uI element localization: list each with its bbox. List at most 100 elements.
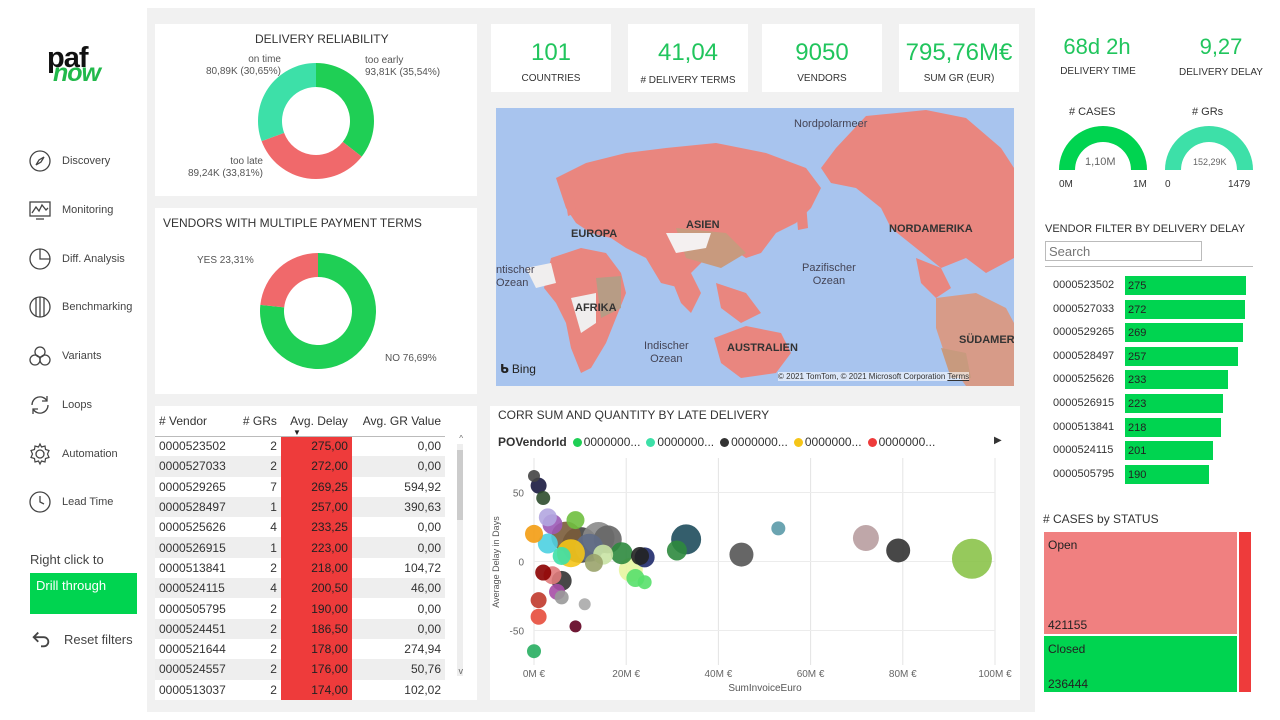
legend-item[interactable]: 0000000...: [792, 435, 862, 449]
table-row[interactable]: 0000524557 2 176,00 50,76: [155, 659, 445, 680]
scatter-card[interactable]: CORR SUM AND QUANTITY BY LATE DELIVERY P…: [490, 406, 1020, 700]
table-row[interactable]: 0000521644 2 178,00 274,94: [155, 638, 445, 660]
table-scrollbar[interactable]: [457, 444, 463, 676]
scatter-point[interactable]: [535, 564, 552, 581]
multi-payment-slice[interactable]: [260, 253, 376, 369]
vendor-bar-row[interactable]: 0000523502 275: [1053, 276, 1273, 296]
table-row[interactable]: 0000524451 2 186,50 0,00: [155, 618, 445, 639]
scatter-point[interactable]: [666, 540, 687, 561]
scatter-point[interactable]: [527, 644, 541, 659]
sidebar-item-discovery[interactable]: Discovery: [28, 146, 143, 176]
map-label-north-sea: Nordpolarmeer: [794, 118, 868, 130]
scatter-point[interactable]: [554, 590, 569, 605]
scatter-point[interactable]: [729, 542, 754, 567]
scatter-point[interactable]: [569, 620, 582, 633]
scatter-point[interactable]: [530, 592, 547, 609]
scatter-point[interactable]: [584, 553, 603, 572]
vendor-bar-id: 0000505795: [1053, 467, 1115, 480]
scatter-point[interactable]: [537, 533, 558, 554]
sidebar-item-variants[interactable]: Variants: [28, 341, 143, 371]
scatter-point[interactable]: [530, 608, 547, 625]
table-row[interactable]: 0000513037 2 174,00 102,02: [155, 679, 445, 700]
vendor-bar-row[interactable]: 0000526915 223: [1053, 394, 1273, 414]
delivery-reliability-card[interactable]: DELIVERY RELIABILITY on time 80,89K (30,6…: [155, 24, 477, 196]
legend-item[interactable]: 0000000...: [718, 435, 788, 449]
reset-filters-button[interactable]: Reset filters: [30, 626, 145, 652]
scatter-point[interactable]: [528, 469, 540, 482]
vendor-bar-row[interactable]: 0000524115 201: [1053, 441, 1273, 461]
sort-desc-icon[interactable]: ▼: [293, 428, 301, 437]
sidebar-item-monitoring[interactable]: Monitoring: [28, 195, 143, 225]
kpi-vendors[interactable]: 9050 VENDORS: [762, 24, 882, 92]
treemap-closed[interactable]: Closed 236444: [1044, 636, 1237, 692]
legend-item[interactable]: 0000000...: [866, 435, 935, 449]
scatter-point[interactable]: [538, 508, 557, 527]
scroll-up-icon[interactable]: ^: [459, 434, 463, 443]
treemap-open[interactable]: Open 421155: [1044, 532, 1237, 634]
multi-payment-slice[interactable]: [260, 253, 318, 308]
treemap-other[interactable]: [1239, 532, 1251, 692]
legend-item[interactable]: 0000000...: [644, 435, 714, 449]
scatter-point[interactable]: [566, 511, 585, 530]
cell-grs: 2: [235, 659, 281, 680]
delivery-reliability-slice[interactable]: [261, 132, 362, 179]
scatter-point[interactable]: [852, 525, 879, 552]
delivery-reliability-slice[interactable]: [316, 63, 374, 157]
kpi-sum-gr[interactable]: 795,76M€ SUM GR (EUR): [899, 24, 1019, 92]
scatter-point[interactable]: [771, 521, 786, 536]
vendor-bar-row[interactable]: 0000528497 257: [1053, 346, 1273, 367]
table-row[interactable]: 0000513841 2 218,00 104,72: [155, 557, 445, 579]
drill-through-button[interactable]: Drill through: [30, 573, 137, 614]
world-map[interactable]: Nordpolarmeer EUROPA ASIEN NORDAMERIKA P…: [496, 108, 1014, 386]
sidebar-item-diff-analysis[interactable]: Diff. Analysis: [28, 244, 143, 274]
scatter-point[interactable]: [552, 546, 571, 565]
table-scrollbar-thumb[interactable]: [457, 450, 463, 520]
vendor-bar-row[interactable]: 0000505795 190: [1053, 464, 1273, 485]
sidebar-item-benchmarking[interactable]: Benchmarking: [28, 292, 143, 322]
delivery-reliability-slice[interactable]: [258, 63, 316, 142]
col-header-avg-gr-value[interactable]: Avg. GR Value: [351, 406, 445, 437]
table-row[interactable]: 0000528497 1 257,00 390,63: [155, 496, 445, 518]
scatter-point[interactable]: [637, 575, 652, 590]
gauge-cases[interactable]: [1057, 122, 1149, 174]
scroll-down-icon[interactable]: v: [458, 666, 464, 676]
table-row[interactable]: 0000505795 2 190,00 0,00: [155, 598, 445, 619]
vendor-table[interactable]: # Vendor # GRs Avg. Delay Avg. GR Value …: [155, 406, 477, 700]
sidebar-item-automation[interactable]: Automation: [28, 439, 143, 469]
scatter-point[interactable]: [536, 491, 551, 506]
x-axis-label: SumInvoiceEuro: [728, 683, 802, 694]
table-row[interactable]: 0000529265 7 269,25 594,92: [155, 476, 445, 497]
table-row[interactable]: 0000526915 1 223,00 0,00: [155, 537, 445, 558]
vendor-bar-row[interactable]: 0000513841 218: [1053, 417, 1273, 438]
col-header-grs[interactable]: # GRs: [235, 406, 281, 437]
legend-dot-icon: [646, 437, 656, 447]
table-row[interactable]: 0000524115 4 200,50 46,00: [155, 578, 445, 599]
map-terms-link[interactable]: Terms: [947, 372, 970, 381]
col-header-avg-delay[interactable]: Avg. Delay: [280, 406, 352, 437]
kpi-delivery-terms[interactable]: 41,04 # DELIVERY TERMS: [628, 24, 748, 92]
vendor-bar-row[interactable]: 0000525626 233: [1053, 370, 1273, 390]
vendor-search-input[interactable]: [1045, 241, 1202, 261]
kpi-countries[interactable]: 101 COUNTRIES: [491, 24, 611, 92]
scatter-point[interactable]: [886, 538, 911, 563]
sidebar-item-lead-time[interactable]: Lead Time: [28, 487, 143, 517]
table-row[interactable]: 0000523502 2 275,00 0,00: [155, 436, 445, 457]
vendor-bar-row[interactable]: 0000529265 269: [1053, 323, 1273, 343]
table-row[interactable]: 0000525626 4 233,25 0,00: [155, 517, 445, 538]
vendor-bar-row[interactable]: 0000527033 272: [1053, 299, 1273, 320]
col-header-vendor[interactable]: # Vendor: [155, 406, 236, 437]
gauge-grs[interactable]: [1163, 122, 1255, 174]
scatter-point[interactable]: [610, 542, 633, 565]
cell-avg-gr-value: 594,92: [404, 479, 441, 494]
scatter-point[interactable]: [631, 546, 650, 565]
multi-payment-card[interactable]: VENDORS WITH MULTIPLE PAYMENT TERMS YES …: [155, 208, 477, 394]
scatter-point[interactable]: [525, 524, 543, 543]
scatter-point[interactable]: [578, 598, 591, 611]
legend-next-icon[interactable]: ▶: [994, 435, 1002, 446]
kpi-label: COUNTRIES: [521, 73, 581, 84]
table-row[interactable]: 0000527033 2 272,00 0,00: [155, 456, 445, 477]
sidebar-item-label: Automation: [62, 448, 118, 460]
sidebar-item-loops[interactable]: Loops: [28, 390, 143, 420]
scatter-point[interactable]: [951, 538, 992, 579]
legend-item[interactable]: 0000000...: [571, 435, 640, 449]
